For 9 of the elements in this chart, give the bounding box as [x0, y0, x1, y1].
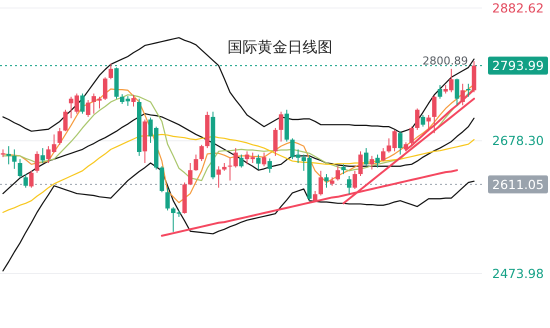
y-tick-label: 2473.98: [492, 266, 544, 281]
text: 国际黄金日线图: [228, 38, 332, 56]
annotation: 2800.89: [422, 54, 468, 68]
ref-line-label: 2611.05: [492, 176, 544, 192]
y-tick-label: 2882.62: [492, 0, 544, 16]
ref-label: 2611.05: [488, 175, 548, 194]
y-tick-label: 2678.30: [492, 133, 544, 148]
ref-line-label: 2793.99: [492, 58, 544, 74]
ref-label: 2793.99: [488, 56, 548, 75]
